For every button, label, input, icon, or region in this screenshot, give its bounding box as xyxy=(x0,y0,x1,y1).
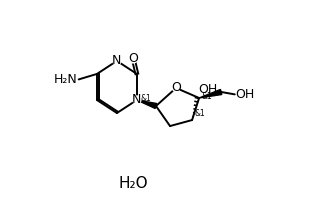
Text: &1: &1 xyxy=(194,109,205,118)
Text: H₂N: H₂N xyxy=(54,73,78,86)
Text: O: O xyxy=(128,52,138,65)
Circle shape xyxy=(113,57,121,65)
Polygon shape xyxy=(199,89,222,98)
Text: O: O xyxy=(171,81,181,95)
Text: H₂O: H₂O xyxy=(118,176,148,191)
Text: &1: &1 xyxy=(202,92,212,102)
Text: N: N xyxy=(132,94,142,107)
Polygon shape xyxy=(137,100,157,109)
Circle shape xyxy=(172,84,180,92)
Text: OH: OH xyxy=(236,88,255,101)
Text: &1: &1 xyxy=(140,94,151,103)
Text: N: N xyxy=(112,54,122,67)
Circle shape xyxy=(129,55,137,63)
Text: OH: OH xyxy=(198,83,217,96)
Circle shape xyxy=(133,96,141,104)
